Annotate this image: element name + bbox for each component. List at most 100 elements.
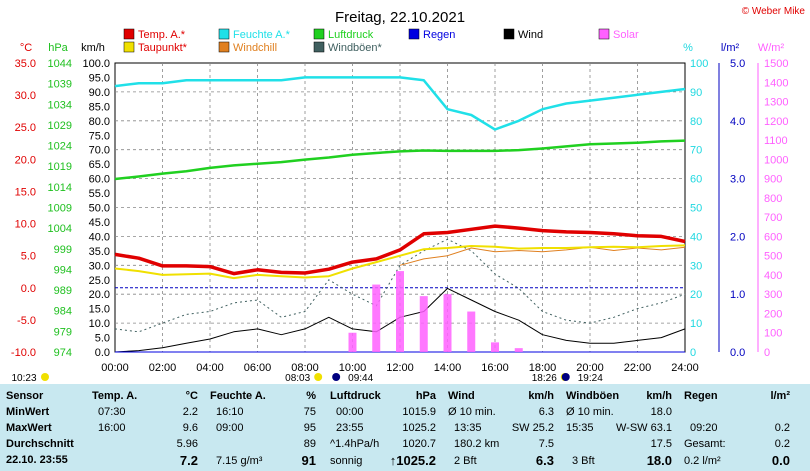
event-markers: 10:23 08:03 09:44 18:26 19:24 bbox=[11, 373, 603, 384]
y-tick-wind: 55.0 bbox=[89, 188, 110, 200]
y-tick-wind: 45.0 bbox=[89, 217, 110, 229]
y-tick-humidity: 0 bbox=[690, 347, 696, 359]
legend-swatch bbox=[313, 28, 325, 40]
hum-min-time: 16:10 bbox=[216, 406, 244, 418]
y-tick-solar: 300 bbox=[764, 289, 782, 301]
y-tick-wind: 75.0 bbox=[89, 130, 110, 142]
legend-label: Feuchte A.* bbox=[233, 29, 291, 41]
gust-avg: 17.5 bbox=[650, 438, 672, 450]
legend-swatch bbox=[218, 41, 230, 53]
axis-unit-solar: W/m² bbox=[758, 42, 785, 54]
rain-total-label: Gesamt: bbox=[684, 438, 726, 450]
legend-label: Windböen* bbox=[328, 42, 383, 54]
y-tick-rain: 4.0 bbox=[730, 116, 745, 128]
wind-current: 6.3 bbox=[535, 453, 554, 468]
y-tick-pressure: 1019 bbox=[48, 161, 72, 173]
y-tick-solar: 1500 bbox=[764, 58, 788, 70]
y-tick-pressure: 979 bbox=[54, 326, 72, 338]
y-tick-rain: 3.0 bbox=[730, 174, 745, 186]
axis-unit-rain: l/m² bbox=[721, 42, 740, 54]
y-tick-rain: 2.0 bbox=[730, 231, 745, 243]
y-tick-solar: 800 bbox=[764, 193, 782, 205]
gust-bft: 3 Bft bbox=[572, 455, 595, 467]
row-label-current: 22.10. 23:55 bbox=[6, 454, 68, 466]
rain-rate: 0.2 l/m² bbox=[684, 455, 721, 467]
y-tick-humidity: 50 bbox=[690, 203, 702, 215]
series-line-temp-a- bbox=[114, 224, 686, 276]
hum-unit: % bbox=[306, 390, 316, 402]
y-tick-pressure: 999 bbox=[54, 244, 72, 256]
y-tick-wind: 30.0 bbox=[89, 260, 110, 272]
legend-label: Taupunkt* bbox=[138, 42, 188, 54]
y-tick-solar: 600 bbox=[764, 231, 782, 243]
y-tick-humidity: 20 bbox=[690, 289, 702, 301]
weather-chart: Freitag, 22.10.2021 © Weber Mike Temp. A… bbox=[11, 6, 806, 384]
y-tick-pressure: 1034 bbox=[48, 99, 72, 111]
row-label-min: MinWert bbox=[6, 406, 50, 418]
press-min-time: 00:00 bbox=[336, 406, 364, 418]
press-max-time: 23:55 bbox=[336, 422, 364, 434]
hum-current: 91 bbox=[301, 453, 316, 468]
x-axis: 00:00 02:00 04:00 06:00 08:00 10:00 12:00 14:00… bbox=[101, 362, 699, 374]
y-tick-solar: 100 bbox=[764, 328, 782, 340]
y-tick-solar: 1200 bbox=[764, 116, 788, 128]
x-tick-label: 02:00 bbox=[149, 362, 177, 374]
rain-unit: l/m² bbox=[770, 390, 790, 402]
y-tick-solar: 0 bbox=[764, 347, 770, 359]
solar-bar bbox=[372, 284, 381, 352]
copyright-label: © Weber Mike bbox=[742, 6, 806, 17]
hum-head: Feuchte A. bbox=[210, 390, 266, 402]
event-label-moonphase: 09:44 bbox=[348, 373, 373, 384]
temp-max: 9.6 bbox=[182, 422, 198, 434]
y-tick-temp: 15.0 bbox=[15, 186, 36, 198]
hum-avg: 89 bbox=[303, 438, 316, 450]
hum-max-time: 09:00 bbox=[216, 422, 244, 434]
event-icon-moonphase bbox=[332, 373, 341, 381]
y-tick-wind: 60.0 bbox=[89, 174, 110, 186]
y-tick-wind: 40.0 bbox=[89, 231, 110, 243]
solar-bar bbox=[419, 296, 428, 352]
y-tick-wind: 20.0 bbox=[89, 289, 110, 301]
legend-swatch bbox=[123, 28, 135, 40]
x-tick-label: 16:00 bbox=[481, 362, 509, 374]
legend-swatch bbox=[408, 28, 420, 40]
y-tick-wind: 35.0 bbox=[89, 246, 110, 258]
x-tick-label: 18:00 bbox=[529, 362, 557, 374]
y-tick-pressure: 1024 bbox=[48, 141, 72, 153]
y-tick-pressure: 1009 bbox=[48, 203, 72, 215]
y-tick-temp: -5.0 bbox=[17, 315, 36, 327]
y-tick-solar: 200 bbox=[764, 308, 782, 320]
y-tick-humidity: 90 bbox=[690, 87, 702, 99]
y-tick-rain: 5.0 bbox=[730, 58, 745, 70]
y-tick-solar: 700 bbox=[764, 212, 782, 224]
axis-unit-temp: °C bbox=[20, 42, 32, 54]
y-tick-wind: 100.0 bbox=[82, 58, 110, 70]
wind-avg10-label: Ø 10 min. bbox=[448, 406, 496, 418]
event-label-sunrise: 08:03 bbox=[285, 373, 310, 384]
row-label-max: MaxWert bbox=[6, 422, 52, 434]
legend-label: Luftdruck bbox=[328, 29, 374, 41]
legend-label: Regen bbox=[423, 29, 455, 41]
rain-current: 0.0 bbox=[771, 453, 790, 468]
gust-unit: km/h bbox=[646, 390, 672, 402]
solar-bar bbox=[443, 294, 452, 352]
press-avg: 1020.7 bbox=[402, 438, 436, 450]
wind-avg10: 6.3 bbox=[538, 406, 554, 418]
hum-max: 95 bbox=[303, 422, 316, 434]
press-trend: ^1.4hPa/h bbox=[330, 438, 380, 450]
legend-swatch bbox=[598, 28, 610, 40]
legend-swatch bbox=[218, 28, 230, 40]
y-tick-rain: 0.0 bbox=[730, 347, 745, 359]
wind-max: SW 25.2 bbox=[511, 422, 554, 434]
y-tick-pressure: 974 bbox=[54, 347, 72, 359]
legend-label: Solar bbox=[613, 29, 639, 41]
y-tick-temp: 0.0 bbox=[21, 283, 36, 295]
y-tick-solar: 500 bbox=[764, 251, 782, 263]
y-tick-wind: 85.0 bbox=[89, 101, 110, 113]
y-tick-wind: 10.0 bbox=[89, 318, 110, 330]
series-line-luftdruck bbox=[114, 139, 686, 181]
x-tick-label: 20:00 bbox=[576, 362, 604, 374]
solar-bar bbox=[514, 348, 523, 352]
y-tick-wind: 70.0 bbox=[89, 145, 110, 157]
rain-head: Regen bbox=[684, 390, 718, 402]
